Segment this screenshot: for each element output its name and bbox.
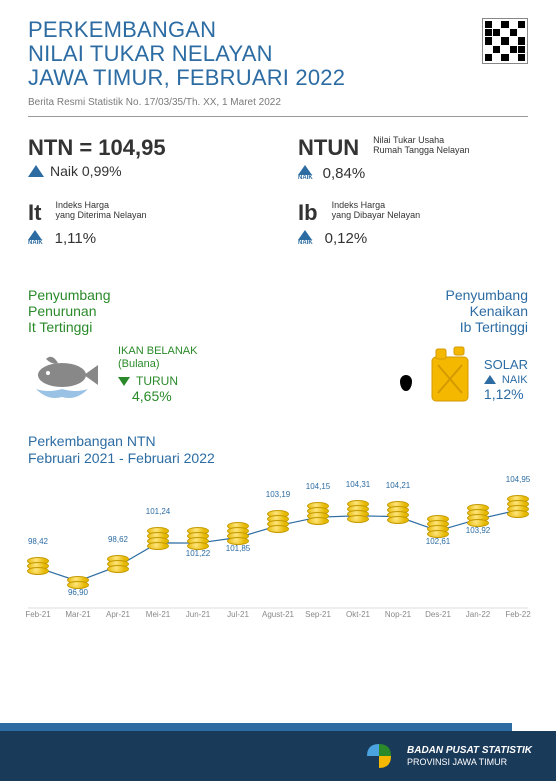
ntun-desc: Nilai Tukar Usaha Rumah Tangga Nelayan — [373, 135, 469, 156]
it-pct: 1,11% — [55, 230, 96, 247]
subtitle: Berita Resmi Statistik No. 17/03/35/Th. … — [28, 97, 528, 108]
header: PERKEMBANGAN NILAI TUKAR NELAYAN JAWA TI… — [28, 18, 528, 108]
chart-point-label: 104,31 — [346, 480, 370, 489]
ib-label: Ib — [298, 200, 318, 226]
coin-stack-icon — [225, 522, 251, 542]
chart-x-label: Feb-22 — [505, 610, 530, 619]
fish-icon — [28, 345, 108, 405]
fish-pct: 4,65% — [132, 388, 197, 404]
coin-stack-icon — [465, 504, 491, 524]
qr-code-icon — [482, 18, 528, 64]
coin-stack-icon — [385, 501, 411, 521]
footer-text: BADAN PUSAT STATISTIK PROVINSI JAWA TIMU… — [407, 745, 532, 768]
coin-stack-icon — [65, 576, 91, 586]
it-label: It — [28, 200, 41, 226]
fish-dir: TURUN — [136, 374, 178, 388]
chart-x-label: Nop-21 — [385, 610, 411, 619]
stats-row-1: NTN = 104,95 Naik 0,99% NTUN Nilai Tukar… — [28, 135, 528, 182]
chart-point-label: 101,85 — [226, 544, 250, 553]
chart-x-label: Jun-21 — [186, 610, 210, 619]
solar-label: SOLAR — [484, 357, 528, 372]
ntun-label: NTUN — [298, 135, 359, 161]
coin-stack-icon — [425, 515, 451, 535]
chart-x-label: Okt-21 — [346, 610, 370, 619]
chart-point-label: 98,42 — [28, 537, 48, 546]
jerrycan-icon — [424, 345, 476, 405]
chart-x-label: Sep-21 — [305, 610, 331, 619]
chart-point-label: 104,21 — [386, 481, 410, 490]
ntun-pct: 0,84% — [323, 165, 366, 182]
bps-logo-icon — [363, 740, 395, 772]
title-line1: PERKEMBANGAN — [28, 17, 216, 42]
divider — [28, 116, 528, 117]
chart-x-label: Mei-21 — [146, 610, 170, 619]
chart-point-label: 104,95 — [506, 475, 530, 484]
title-line2: NILAI TUKAR NELAYAN — [28, 41, 273, 66]
decrease-contributor-title: Penyumbang Penurunan It Tertinggi — [28, 287, 268, 335]
chart-x-label: Des-21 — [425, 610, 451, 619]
oil-drop-icon — [400, 375, 412, 391]
ntn-line-chart: 98,42 Feb-21 96,90 Mar-21 98,62 Apr-21 101,24 M… — [28, 472, 528, 622]
chart-x-label: Jan-22 — [466, 610, 490, 619]
up-arrow-icon: NAIK — [28, 230, 43, 246]
ib-desc: Indeks Harga yang Dibayar Nelayan — [332, 200, 421, 221]
chart-point-label: 103,92 — [466, 526, 490, 535]
page-title: PERKEMBANGAN NILAI TUKAR NELAYAN JAWA TI… — [28, 18, 528, 91]
up-arrow-icon — [484, 375, 496, 384]
coin-stack-icon — [105, 555, 131, 570]
down-arrow-icon — [118, 377, 130, 386]
chart-point-label: 103,19 — [266, 490, 290, 499]
chart-point-label: 101,24 — [146, 507, 170, 516]
contributors-row: Penyumbang Penurunan It Tertinggi IKAN B… — [28, 287, 528, 405]
chart-point-label: 98,62 — [108, 535, 128, 544]
increase-contributor-title: Penyumbang Kenaikan Ib Tertinggi — [288, 287, 528, 335]
up-arrow-icon — [28, 165, 44, 177]
chart-x-label: Mar-21 — [65, 610, 90, 619]
chart-x-label: Apr-21 — [106, 610, 130, 619]
coin-stack-icon — [145, 527, 171, 547]
ib-pct: 0,12% — [325, 230, 368, 247]
footer: BADAN PUSAT STATISTIK PROVINSI JAWA TIMU… — [0, 723, 556, 781]
solar-dir: NAIK — [502, 374, 528, 386]
stats-row-2: It Indeks Harga yang Diterima Nelayan NA… — [28, 200, 528, 247]
fish-name: IKAN BELANAK (Bulana) — [118, 345, 197, 370]
coin-stack-icon — [345, 500, 371, 520]
chart-x-label: Feb-21 — [25, 610, 50, 619]
chart-point-label: 101,22 — [186, 549, 210, 558]
ntn-value: NTN = 104,95 — [28, 135, 258, 161]
it-desc: Indeks Harga yang Diterima Nelayan — [55, 200, 146, 221]
chart-point-label: 96,90 — [68, 588, 88, 597]
solar-pct: 1,12% — [484, 386, 528, 402]
coin-stack-icon — [265, 510, 291, 530]
ntn-change: Naik 0,99% — [50, 163, 122, 179]
chart-title: Perkembangan NTN Februari 2021 - Februar… — [28, 433, 528, 467]
chart-point-label: 102,61 — [426, 537, 450, 546]
title-line3: JAWA TIMUR, FEBRUARI 2022 — [28, 65, 345, 90]
up-arrow-icon: NAIK — [298, 165, 313, 181]
coin-stack-icon — [25, 557, 51, 572]
chart-x-label: Agust-21 — [262, 610, 294, 619]
up-arrow-icon: NAIK — [298, 230, 313, 246]
coin-stack-icon — [185, 527, 211, 547]
chart-x-label: Jul-21 — [227, 610, 249, 619]
coin-stack-icon — [305, 502, 331, 522]
chart-point-label: 104,15 — [306, 482, 330, 491]
coin-stack-icon — [505, 495, 531, 515]
footer-accent-bar — [0, 723, 512, 731]
